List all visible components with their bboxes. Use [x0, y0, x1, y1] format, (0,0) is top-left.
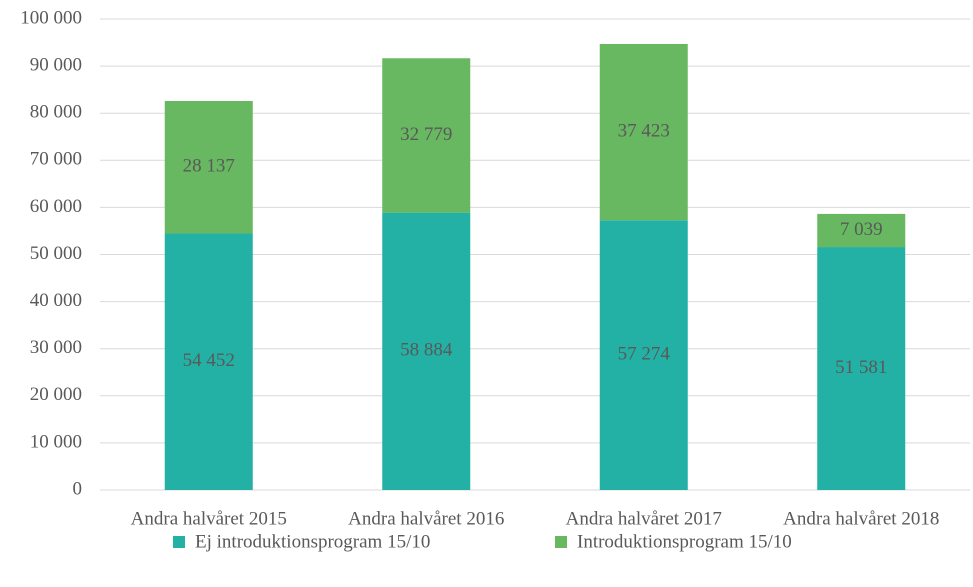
y-tick-label: 30 000: [30, 337, 82, 358]
y-tick-label: 10 000: [30, 431, 82, 452]
bar-segment: [817, 247, 906, 490]
y-tick-label: 90 000: [30, 54, 82, 75]
legend-swatch: [555, 536, 567, 548]
y-tick-label: 20 000: [30, 384, 82, 405]
value-label: 54 452: [183, 350, 235, 371]
value-label: 58 884: [400, 340, 453, 361]
bar-segment: [164, 233, 253, 491]
bar-segment: [382, 212, 471, 490]
value-label: 32 779: [400, 124, 452, 145]
value-label: 57 274: [618, 343, 671, 364]
y-tick-label: 40 000: [30, 290, 82, 311]
y-tick-label: 0: [73, 478, 83, 499]
bar-segment: [164, 101, 253, 234]
y-tick-label: 70 000: [30, 149, 82, 170]
bar-segment: [599, 43, 688, 221]
value-label: 7 039: [840, 219, 883, 240]
y-tick-label: 80 000: [30, 102, 82, 123]
x-tick-label: Andra halvåret 2016: [348, 508, 504, 529]
y-tick-label: 60 000: [30, 196, 82, 217]
x-tick-label: Andra halvåret 2017: [566, 508, 722, 529]
bar-segment: [817, 213, 906, 248]
legend-label: Introduktionsprogram 15/10: [577, 531, 792, 552]
value-label: 51 581: [835, 357, 887, 378]
value-label: 28 137: [183, 156, 235, 177]
bar-segment: [382, 58, 471, 213]
bar-segment: [599, 220, 688, 491]
x-tick-label: Andra halvåret 2015: [131, 508, 287, 529]
y-tick-label: 100 000: [20, 7, 82, 28]
legend-swatch: [173, 536, 185, 548]
x-tick-label: Andra halvåret 2018: [783, 508, 939, 529]
y-tick-label: 50 000: [30, 243, 82, 264]
value-label: 37 423: [618, 120, 670, 141]
legend-label: Ej introduktionsprogram 15/10: [195, 531, 430, 552]
